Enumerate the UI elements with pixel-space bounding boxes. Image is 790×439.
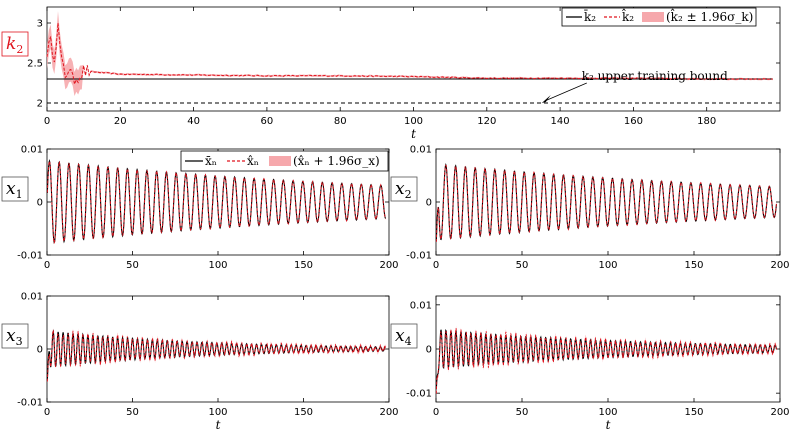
y-tick-label: -0.01 [17, 251, 43, 262]
y-axis-label-k2: k2 [1, 31, 29, 57]
annotation-text: k₂ upper training bound [582, 69, 728, 83]
x-axis-label: t [606, 418, 611, 432]
x1-estimate-line [46, 160, 386, 245]
x-tick-label: 200 [770, 260, 789, 271]
y-tick-label: -0.01 [406, 389, 432, 400]
x-tick-label: 50 [126, 260, 139, 271]
annotation-arrow-head [541, 95, 551, 103]
x2-estimate-line [435, 164, 777, 242]
x-tick-label: 0 [44, 116, 50, 127]
legend-x1: x̄ₙ x̂ₙ (x̂ₙ + 1.96σ_x) [180, 150, 389, 172]
y-tick-label: 0 [426, 198, 432, 209]
legend-label: k̂₂ [622, 7, 634, 24]
x3-estimate-line [46, 330, 386, 382]
axes-k2: 0 20 40 60 80 100 120 140 160 180 2 2.5 3 t [27, 6, 781, 141]
y-label-box [1, 323, 29, 349]
legend-k2: k̄₂ k̂₂ (k̂₂ ± 1.96σ_k) [561, 7, 757, 27]
x-tick-label: 200 [379, 407, 398, 418]
x-tick-label: 200 [770, 407, 789, 418]
y-axis-label-x2: x2 [390, 176, 418, 202]
x-tick-label: 50 [516, 260, 529, 271]
x-tick-label: 0 [433, 260, 439, 271]
x4-true-line [435, 329, 778, 390]
y-label-box [390, 176, 418, 202]
x-tick-label: 100 [404, 116, 423, 127]
y-tick-label: 0.01 [410, 145, 432, 156]
x-tick-label: 100 [598, 407, 617, 418]
x-axis-label: t [216, 418, 221, 432]
x-tick-label: 150 [294, 407, 313, 418]
legend-label: (k̂₂ ± 1.96σ_k) [666, 7, 753, 24]
x-tick-label: 160 [624, 116, 643, 127]
x-tick-label: 50 [126, 407, 139, 418]
y-tick-label: 0 [37, 198, 43, 209]
x-tick-label: 100 [208, 260, 227, 271]
x-tick-label: 150 [684, 407, 703, 418]
x-tick-label: 0 [44, 407, 50, 418]
legend-label: k̄₂ [584, 8, 596, 24]
x-tick-label: 150 [684, 260, 703, 271]
y-tick-label: -0.01 [406, 251, 432, 262]
legend-swatch [269, 156, 291, 166]
y-label-box [390, 323, 418, 349]
y-tick-label: 0.01 [410, 300, 432, 311]
y-tick-label: 0 [37, 345, 43, 356]
y-tick-label: 0.01 [21, 292, 43, 303]
x4-estimate-line [435, 328, 777, 394]
x-tick-label: 0 [433, 407, 439, 418]
x-tick-label: 150 [294, 260, 313, 271]
legend-label: x̂ₙ [247, 154, 259, 168]
legend-swatch [642, 12, 664, 22]
legend-label: x̄ₙ [205, 154, 217, 168]
legend-label: (x̂ₙ + 1.96σ_x) [293, 154, 380, 168]
y-label-box [1, 176, 29, 202]
y-tick-label: 2 [37, 99, 43, 110]
x-tick-label: 50 [516, 407, 529, 418]
y-tick-label: 3 [37, 19, 43, 30]
x3-true-line [46, 329, 386, 381]
annotation-arrow-shaft [544, 82, 587, 102]
x-tick-label: 200 [379, 260, 398, 271]
x-axis-label: t [411, 127, 416, 141]
y-tick-label: 0.01 [21, 145, 43, 156]
x-tick-label: 40 [187, 116, 200, 127]
y-axis-label-x3: x3 [1, 323, 29, 349]
x-tick-label: 20 [114, 116, 127, 127]
y-axis-label-x1: x1 [1, 176, 29, 202]
x-tick-label: 120 [477, 116, 496, 127]
x-tick-label: 0 [44, 260, 50, 271]
y-axis-label-x4: x4 [390, 323, 418, 349]
y-tick-label: 0 [426, 345, 432, 356]
x-tick-label: 100 [208, 407, 227, 418]
x-tick-label: 80 [334, 116, 347, 127]
y-tick-label: 2.5 [27, 59, 43, 70]
x-tick-label: 60 [261, 116, 274, 127]
x-tick-label: 180 [697, 116, 716, 127]
y-label-box [1, 31, 29, 57]
x-tick-label: 140 [551, 116, 570, 127]
x-tick-label: 100 [598, 260, 617, 271]
y-tick-label: -0.01 [17, 398, 43, 409]
